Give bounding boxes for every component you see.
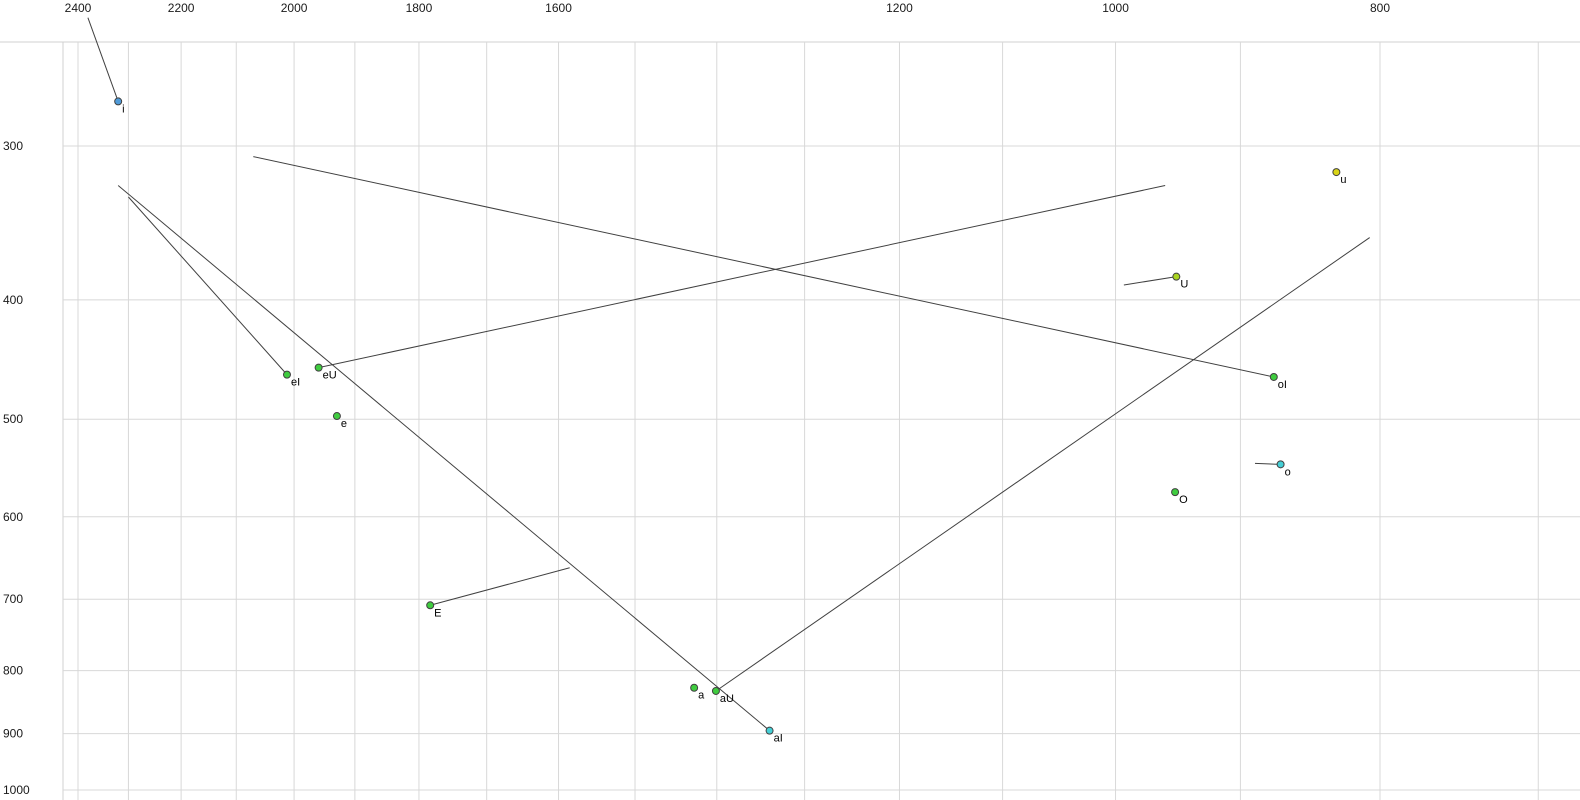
vowel-label-O: O bbox=[1179, 494, 1188, 506]
vowel-label-e: e bbox=[341, 418, 347, 430]
vowel-label-E: E bbox=[434, 607, 441, 619]
vowel-label-i: i bbox=[122, 103, 124, 115]
vowel-label-eU: eU bbox=[323, 370, 337, 382]
y-tick-label: 500 bbox=[3, 412, 23, 426]
y-tick-label: 900 bbox=[3, 727, 23, 741]
vowel-point-E[interactable] bbox=[426, 601, 435, 610]
trajectory-line-U bbox=[1123, 276, 1177, 286]
trajectory-line-eU bbox=[318, 185, 1166, 369]
y-tick-label: 600 bbox=[3, 510, 23, 524]
vowel-label-aU: aU bbox=[720, 693, 734, 705]
x-tick-label: 2000 bbox=[281, 1, 308, 15]
vowel-label-U: U bbox=[1180, 279, 1188, 291]
y-tick-label: 300 bbox=[3, 139, 23, 153]
vowel-point-u[interactable] bbox=[1332, 168, 1341, 177]
vowel-point-a[interactable] bbox=[690, 683, 699, 692]
vowel-label-oI: oI bbox=[1278, 379, 1287, 391]
vowel-point-O[interactable] bbox=[1171, 488, 1180, 497]
vowel-point-o[interactable] bbox=[1276, 460, 1285, 469]
y-tick-label: 1000 bbox=[3, 783, 30, 797]
vowel-point-oI[interactable] bbox=[1269, 372, 1278, 381]
trajectory-line-aU bbox=[715, 237, 1370, 692]
vowel-label-eI: eI bbox=[291, 377, 300, 389]
trajectory-line-eI bbox=[128, 196, 288, 375]
x-tick-label: 800 bbox=[1370, 1, 1390, 15]
vowel-point-aI[interactable] bbox=[765, 726, 774, 735]
vowel-point-eU[interactable] bbox=[314, 363, 323, 372]
vowel-label-aI: aI bbox=[774, 733, 783, 745]
vowel-label-u: u bbox=[1340, 174, 1346, 186]
x-tick-label: 1000 bbox=[1102, 1, 1129, 15]
x-tick-label: 2200 bbox=[168, 1, 195, 15]
vowel-label-a: a bbox=[698, 690, 705, 702]
x-tick-label: 1200 bbox=[886, 1, 913, 15]
trajectory-line-E bbox=[430, 567, 570, 606]
x-tick-label: 2400 bbox=[65, 1, 92, 15]
vowel-label-o: o bbox=[1285, 466, 1291, 478]
y-tick-label: 800 bbox=[3, 664, 23, 678]
y-tick-label: 400 bbox=[3, 293, 23, 307]
vowel-point-U[interactable] bbox=[1172, 272, 1181, 281]
x-tick-label: 1800 bbox=[406, 1, 433, 15]
trajectory-line-oI bbox=[253, 156, 1274, 378]
vowel-point-i[interactable] bbox=[114, 97, 123, 106]
trajectory-line-o bbox=[1254, 462, 1281, 465]
vowel-point-aU[interactable] bbox=[711, 686, 720, 695]
trajectory-line-i bbox=[87, 17, 119, 102]
trajectory-line-aI bbox=[117, 185, 770, 732]
x-tick-label: 1600 bbox=[545, 1, 572, 15]
vowel-point-eI[interactable] bbox=[282, 370, 291, 379]
y-tick-label: 700 bbox=[3, 592, 23, 606]
vowel-point-e[interactable] bbox=[332, 412, 341, 421]
